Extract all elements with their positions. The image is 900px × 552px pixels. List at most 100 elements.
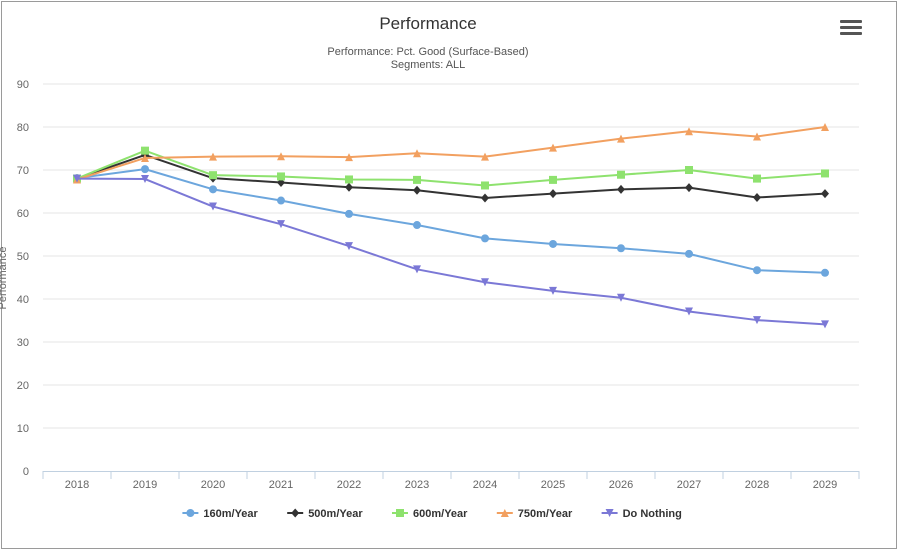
data-point[interactable] — [413, 265, 421, 274]
data-point[interactable] — [549, 239, 557, 248]
data-point[interactable] — [209, 152, 217, 161]
data-point[interactable] — [277, 220, 285, 229]
legend: 160m/Year 500m/Year 600m/Year 750m/Year Do N… — [182, 508, 682, 520]
x-tick-label: 2024 — [473, 479, 497, 491]
data-point[interactable] — [685, 307, 693, 316]
subtitle-line-2: Segments: ALL — [390, 59, 466, 71]
data-point[interactable] — [413, 185, 421, 195]
data-point[interactable] — [617, 244, 625, 253]
hamburger-menu-icon[interactable] — [840, 20, 862, 38]
x-tick-label: 2028 — [745, 479, 769, 491]
x-tick-label: 2019 — [133, 479, 157, 491]
data-point[interactable] — [209, 185, 217, 194]
y-tick-label: 70 — [17, 165, 29, 177]
y-tick-label: 90 — [17, 79, 29, 91]
y-tick-label: 20 — [17, 380, 29, 392]
x-tick-label: 2025 — [541, 479, 565, 491]
data-point[interactable] — [685, 183, 693, 193]
data-point[interactable] — [481, 234, 489, 243]
data-point[interactable] — [753, 174, 761, 183]
y-tick-label: 40 — [17, 294, 29, 306]
data-point[interactable] — [685, 127, 693, 136]
data-point[interactable] — [345, 242, 353, 251]
data-point[interactable] — [821, 123, 829, 131]
chart-title: Performance — [379, 14, 477, 33]
legend-label: 160m/Year — [203, 508, 258, 520]
legend-item[interactable]: 500m/Year — [287, 508, 363, 520]
data-point[interactable] — [753, 132, 761, 141]
data-point[interactable] — [549, 175, 557, 184]
y-tick-label: 60 — [17, 208, 29, 220]
data-point[interactable] — [753, 316, 761, 325]
data-point[interactable] — [549, 286, 557, 295]
x-tick-label: 2023 — [405, 479, 429, 491]
data-point[interactable] — [209, 171, 217, 180]
data-point[interactable] — [821, 320, 829, 329]
series-2 — [73, 146, 829, 190]
data-point[interactable] — [345, 182, 353, 192]
legend-label: 500m/Year — [308, 508, 363, 520]
data-point[interactable] — [209, 202, 217, 211]
x-tick-label: 2018 — [65, 479, 89, 491]
data-point[interactable] — [821, 169, 829, 178]
data-point[interactable] — [141, 165, 149, 174]
x-tick-label: 2022 — [337, 479, 361, 491]
data-point[interactable] — [481, 152, 489, 161]
data-point[interactable] — [413, 175, 421, 184]
series-1 — [73, 150, 829, 203]
legend-swatch-marker[interactable] — [605, 509, 614, 517]
data-point[interactable] — [481, 193, 489, 203]
legend-item[interactable]: 750m/Year — [496, 508, 573, 520]
legend-item[interactable]: 600m/Year — [392, 508, 468, 520]
series-0 — [73, 165, 829, 277]
series-3 — [73, 123, 829, 184]
data-point[interactable] — [345, 153, 353, 162]
data-point[interactable] — [141, 175, 149, 184]
data-point[interactable] — [481, 278, 489, 287]
grid-lines — [43, 83, 859, 429]
x-tick-label: 2027 — [677, 479, 701, 491]
x-tick-label: 2026 — [609, 479, 633, 491]
data-point[interactable] — [413, 221, 421, 230]
series-line[interactable] — [76, 177, 826, 326]
data-point[interactable] — [617, 134, 625, 143]
series-line[interactable] — [76, 149, 826, 187]
series-line[interactable] — [76, 168, 826, 274]
data-point[interactable] — [821, 189, 829, 199]
data-point[interactable] — [345, 175, 353, 184]
data-point[interactable] — [141, 146, 149, 155]
data-point[interactable] — [277, 196, 285, 205]
series-line[interactable] — [76, 126, 826, 181]
legend-item[interactable]: 160m/Year — [182, 508, 259, 520]
data-point[interactable] — [141, 153, 149, 162]
data-point[interactable] — [753, 193, 761, 203]
data-point[interactable] — [481, 181, 489, 190]
data-point[interactable] — [549, 143, 557, 152]
data-point[interactable] — [685, 249, 693, 258]
data-point[interactable] — [617, 293, 625, 302]
data-point[interactable] — [821, 268, 829, 277]
data-point[interactable] — [413, 149, 421, 158]
chart-subtitle: Performance: Pct. Good (Surface-Based) S… — [2, 46, 854, 72]
data-point[interactable] — [277, 172, 285, 181]
data-point[interactable] — [617, 170, 625, 179]
data-point[interactable] — [345, 209, 353, 218]
subtitle-line-1: Performance: Pct. Good (Surface-Based) — [327, 46, 529, 58]
legend-swatch-marker[interactable] — [396, 509, 404, 517]
data-point[interactable] — [73, 174, 81, 183]
legend-swatch-marker[interactable] — [291, 508, 300, 518]
legend-swatch-marker[interactable] — [186, 509, 195, 517]
legend-label: Do Nothing — [623, 508, 682, 520]
legend-item[interactable]: Do Nothing — [601, 508, 682, 520]
data-point[interactable] — [277, 152, 285, 161]
data-point[interactable] — [753, 266, 761, 275]
legend-swatch-marker[interactable] — [500, 509, 509, 517]
series-lines — [73, 123, 829, 329]
data-point[interactable] — [549, 189, 557, 199]
series-line[interactable] — [76, 153, 826, 199]
data-point[interactable] — [685, 166, 693, 174]
x-tick-label: 2021 — [269, 479, 293, 491]
y-tick-label: 80 — [17, 122, 29, 134]
data-point[interactable] — [617, 184, 625, 194]
x-tick-label: 2029 — [813, 479, 837, 491]
